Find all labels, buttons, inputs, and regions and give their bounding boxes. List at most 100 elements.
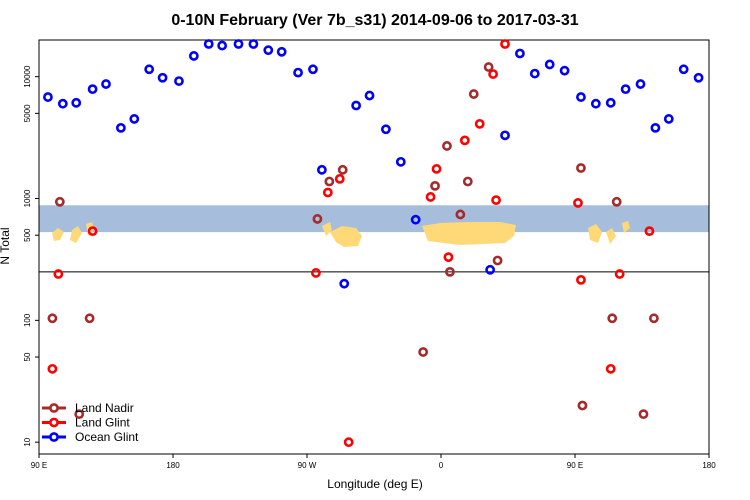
land-islands-east-3 — [622, 221, 630, 233]
land-south-america — [322, 222, 332, 236]
x-tick-label: 180 — [166, 461, 180, 470]
land-africa — [330, 226, 362, 247]
point-land-nadir — [312, 214, 323, 224]
point-ocean-glint — [410, 214, 421, 225]
point-ocean-glint — [129, 114, 140, 124]
point-land-glint — [443, 252, 454, 263]
point-ocean-glint — [87, 84, 98, 95]
point-ocean-glint — [544, 59, 555, 70]
point-land-nadir — [337, 164, 348, 175]
point-land-glint — [425, 192, 436, 202]
point-ocean-glint — [57, 98, 68, 109]
point-land-glint — [474, 118, 485, 129]
point-ocean-glint — [351, 100, 362, 111]
y-tick-label: 50 — [23, 352, 32, 361]
land-islands-east-2 — [606, 228, 616, 244]
point-ocean-glint — [590, 98, 601, 109]
point-ocean-glint — [650, 122, 661, 133]
point-ocean-glint — [605, 97, 616, 108]
point-land-glint — [644, 226, 655, 237]
point-ocean-glint — [635, 79, 646, 89]
point-land-nadir — [576, 163, 586, 173]
point-land-glint — [87, 226, 98, 237]
point-ocean-glint — [620, 84, 631, 95]
point-ocean-glint — [43, 92, 53, 102]
point-land-nadir — [445, 266, 455, 277]
point-land-glint — [576, 274, 586, 285]
chart-title: 0-10N February (Ver 7b_s31) 2014-09-06 t… — [171, 12, 578, 29]
x-axis-label: Longitude (deg E) — [327, 477, 422, 491]
point-ocean-glint — [71, 97, 82, 108]
point-ocean-glint — [203, 39, 214, 49]
point-land-nadir — [638, 409, 649, 420]
point-land-glint — [322, 187, 333, 198]
point-land-nadir — [455, 209, 466, 220]
plot-frame — [38, 39, 710, 455]
land-islands-west-2 — [70, 226, 82, 243]
y-tick-label: 1000 — [23, 189, 32, 207]
point-ocean-glint — [678, 64, 689, 75]
point-land-glint — [491, 195, 501, 206]
point-ocean-glint — [157, 72, 168, 83]
y-tick-label: 5000 — [23, 104, 32, 122]
point-ocean-glint — [515, 48, 525, 59]
point-ocean-glint — [529, 68, 540, 79]
legend-marker — [49, 403, 59, 413]
land-east-africa — [422, 222, 516, 245]
point-ocean-glint — [115, 122, 126, 133]
point-ocean-glint — [188, 51, 199, 61]
point-ocean-glint — [174, 76, 184, 86]
point-land-glint — [488, 69, 499, 79]
ocean-band — [39, 205, 709, 233]
x-tick-label: 90 W — [298, 461, 317, 470]
x-tick-label: 180 — [702, 461, 716, 470]
y-tick-label: 10000 — [23, 65, 32, 88]
point-ocean-glint — [293, 67, 303, 78]
point-land-glint — [311, 268, 321, 278]
point-land-nadir — [430, 180, 440, 191]
point-land-nadir — [483, 62, 494, 72]
point-land-nadir — [324, 176, 335, 187]
point-land-nadir — [492, 255, 503, 266]
y-axis: 10 50 100 500 1000 5000 10000 — [23, 65, 39, 447]
point-land-glint — [614, 269, 625, 279]
point-land-nadir — [54, 196, 65, 207]
x-tick-label: 90 E — [31, 461, 47, 470]
legend-marker — [49, 417, 59, 428]
point-ocean-glint — [248, 39, 259, 49]
land-shapes — [52, 221, 630, 247]
point-land-nadir — [607, 313, 618, 324]
point-ocean-glint — [364, 90, 375, 101]
point-land-glint — [573, 198, 583, 208]
point-ocean-glint — [381, 124, 391, 135]
point-land-glint — [343, 437, 354, 448]
point-ocean-glint — [276, 46, 287, 57]
point-ocean-glint — [233, 39, 244, 49]
point-land-nadir — [74, 409, 85, 420]
y-tick-label: 500 — [23, 228, 32, 242]
legend-label: Ocean Glint — [75, 430, 139, 444]
legend-marker — [49, 432, 59, 442]
point-land-nadir — [462, 176, 473, 187]
y-tick-label: 100 — [23, 313, 32, 327]
point-land-glint — [47, 363, 58, 374]
point-land-glint — [459, 135, 470, 146]
point-land-glint — [431, 164, 442, 174]
point-ocean-glint — [339, 278, 350, 289]
point-ocean-glint — [693, 72, 704, 83]
point-land-glint — [500, 39, 510, 49]
point-ocean-glint — [576, 92, 586, 102]
land-islands-west — [52, 228, 64, 241]
point-land-nadir — [468, 89, 479, 99]
point-ocean-glint — [500, 130, 510, 141]
x-axis: 90 E 180 90 W 0 90 E 180 — [31, 454, 716, 470]
legend-label: Land Glint — [75, 416, 130, 430]
point-land-nadir — [47, 313, 58, 324]
data-points — [43, 39, 704, 448]
point-ocean-glint — [308, 64, 318, 75]
y-tick-label: 10 — [23, 437, 32, 446]
point-ocean-glint — [217, 40, 228, 51]
legend-label: Land Nadir — [75, 401, 134, 415]
